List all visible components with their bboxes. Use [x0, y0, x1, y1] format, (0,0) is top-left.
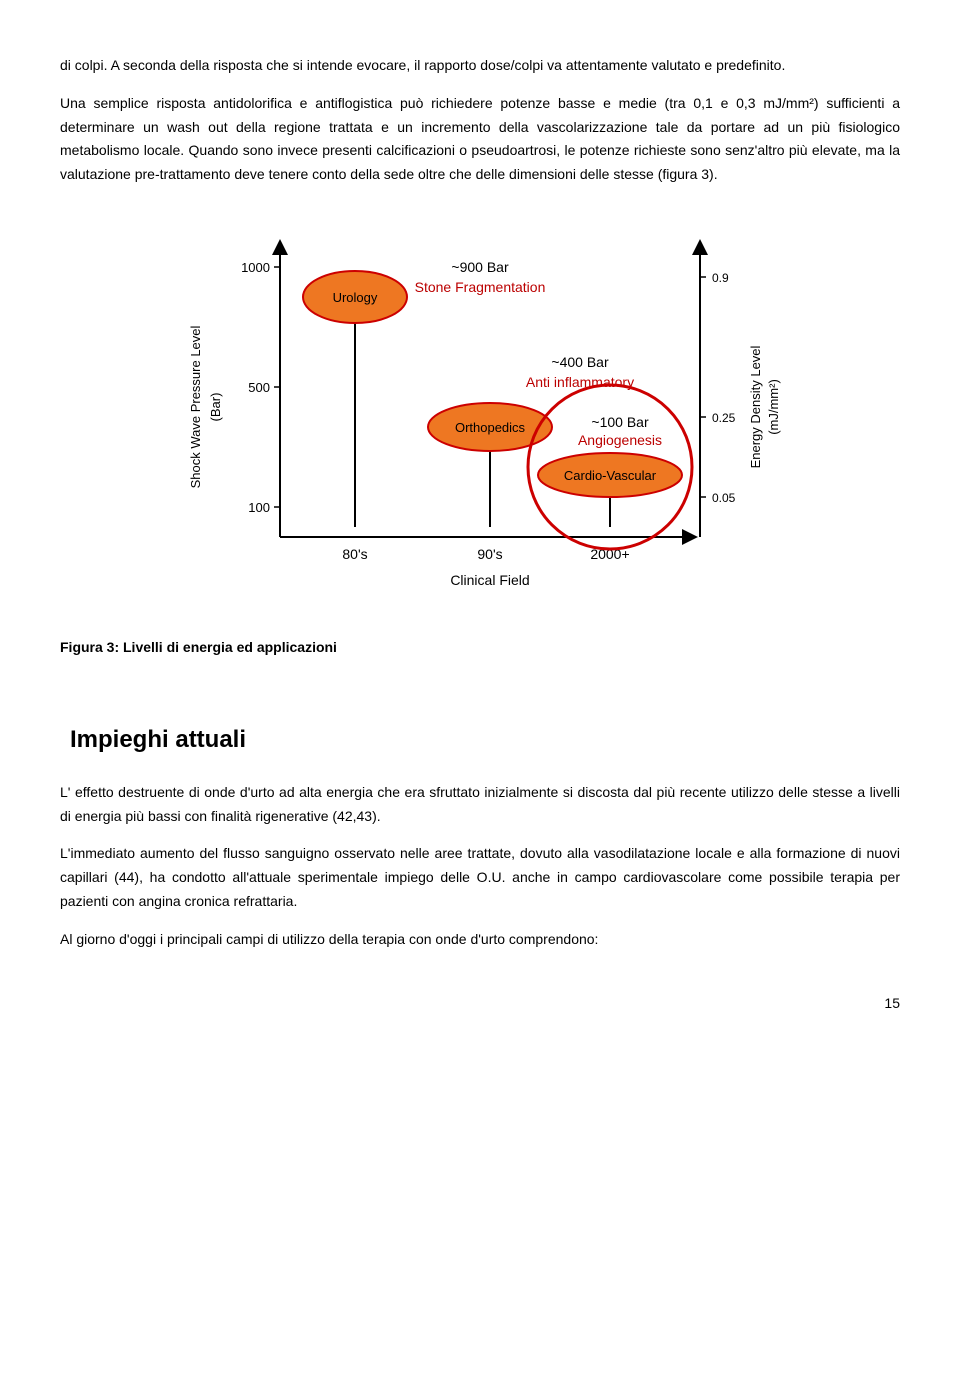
svg-text:Energy Density Level: Energy Density Level — [748, 345, 763, 468]
paragraph-5: Al giorno d'oggi i principali campi di u… — [60, 928, 900, 952]
svg-text:Shock Wave Pressure Level: Shock Wave Pressure Level — [188, 325, 203, 488]
section-heading-impieghi: Impieghi attuali — [70, 720, 900, 761]
svg-text:0.9: 0.9 — [712, 271, 729, 285]
paragraph-2: Una semplice risposta antidolorifica e a… — [60, 92, 900, 187]
svg-text:(mJ/mm²): (mJ/mm²) — [766, 379, 781, 435]
paragraph-3: L' effetto destruente di onde d'urto ad … — [60, 781, 900, 829]
svg-text:Orthopedics: Orthopedics — [455, 420, 526, 435]
figure-3: 1000 500 100 Shock Wave Pressure Level (Bar)… — [60, 217, 900, 606]
svg-text:Cardio-Vascular: Cardio-Vascular — [564, 468, 657, 483]
svg-text:Angiogenesis: Angiogenesis — [578, 432, 662, 448]
svg-text:0.25: 0.25 — [712, 411, 736, 425]
svg-text:500: 500 — [248, 380, 270, 395]
figure-3-caption: Figura 3: Livelli di energia ed applicaz… — [60, 636, 900, 660]
svg-text:1000: 1000 — [241, 260, 270, 275]
paragraph-1: di colpi. A seconda della risposta che s… — [60, 54, 900, 78]
svg-text:~100 Bar: ~100 Bar — [591, 414, 649, 430]
energy-chart: 1000 500 100 Shock Wave Pressure Level (Bar)… — [170, 217, 790, 597]
page-number: 15 — [60, 992, 900, 1016]
svg-text:Clinical Field: Clinical Field — [450, 572, 529, 588]
svg-text:Anti inflammatory: Anti inflammatory — [526, 374, 634, 390]
svg-text:0.05: 0.05 — [712, 491, 736, 505]
svg-text:Stone Fragmentation: Stone Fragmentation — [415, 279, 546, 295]
svg-text:80's: 80's — [342, 546, 367, 562]
svg-text:~900 Bar: ~900 Bar — [451, 259, 509, 275]
svg-text:Urology: Urology — [333, 290, 378, 305]
paragraph-4: L'immediato aumento del flusso sanguigno… — [60, 842, 900, 913]
svg-text:90's: 90's — [477, 546, 502, 562]
svg-text:(Bar): (Bar) — [208, 393, 223, 422]
svg-text:~400 Bar: ~400 Bar — [551, 354, 609, 370]
svg-text:100: 100 — [248, 500, 270, 515]
